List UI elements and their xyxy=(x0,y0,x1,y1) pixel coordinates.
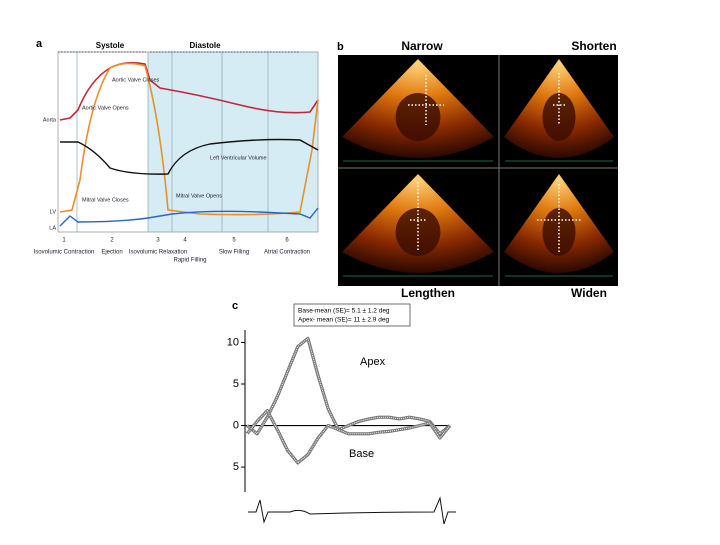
phase-name: Rapid Filling xyxy=(173,258,206,264)
volume-curve xyxy=(60,138,319,175)
lv-curve xyxy=(59,62,319,216)
panel-b: b Narrow Shorten Lengthen Widen xyxy=(337,39,618,300)
panel-a: a Systole Diastole Aorta LV LA Aortic Va… xyxy=(34,38,319,264)
y-tick-label: 10 xyxy=(227,336,239,348)
series-label: Apex xyxy=(360,356,386,368)
ventricle-cavity xyxy=(395,93,441,141)
note: Apex- mean (SE)= 11 ± 2.9 deg xyxy=(298,317,389,324)
diastole-label: Diastole xyxy=(189,41,221,50)
echo-images xyxy=(338,55,618,286)
ecg-trace xyxy=(248,496,456,525)
y-tick-label: 0 xyxy=(233,419,239,431)
series-line-core xyxy=(246,409,451,464)
phase-number: 1 xyxy=(62,238,66,244)
pressure-label: LA xyxy=(49,225,56,231)
ventricle-cavity xyxy=(542,208,576,256)
phase-name: Ejection xyxy=(101,250,122,256)
ventricle-cavity xyxy=(542,93,576,141)
panel-label: a xyxy=(36,38,43,50)
phase-number: 4 xyxy=(183,238,187,244)
series-line xyxy=(245,336,452,436)
view-label: Lengthen xyxy=(401,286,455,300)
annotation: Mitral Valve Opens xyxy=(176,193,222,199)
series-label: Base xyxy=(349,448,374,460)
pressure-label: LV xyxy=(50,209,57,215)
note: Base-mean (SE)= 5.1 ± 1.2 deg xyxy=(298,308,390,315)
aorta-curve xyxy=(59,61,319,121)
phase-number: 6 xyxy=(285,238,289,244)
annotation: Mitral Valve Closes xyxy=(82,197,129,203)
y-tick-label: 5 xyxy=(233,378,239,390)
phase-name: Atrial Contraction xyxy=(264,250,310,256)
plot-frame xyxy=(57,51,319,233)
phase-name: Isovolumic Relaxation xyxy=(129,250,187,256)
panel-label: c xyxy=(232,300,238,312)
y-tick-label: 5 xyxy=(233,461,239,473)
series-line-core xyxy=(246,337,451,435)
pressure-label: Aorta xyxy=(43,117,57,123)
la-curve xyxy=(59,207,319,227)
phase-number: 2 xyxy=(110,238,114,244)
phase-number: 5 xyxy=(232,238,236,244)
view-label: Widen xyxy=(571,286,607,300)
view-label: Shorten xyxy=(571,39,616,53)
view-label: Narrow xyxy=(401,39,443,53)
annotation: Aortic Valve Opens xyxy=(82,105,129,111)
phase-name: Isovolumic Contraction xyxy=(34,250,95,256)
phase-dividers xyxy=(76,52,269,232)
phase-number: 3 xyxy=(156,238,160,244)
panel-label: b xyxy=(337,41,344,53)
note-box xyxy=(293,303,411,327)
annotation: Left Ventricular Volume xyxy=(210,155,267,161)
annotation: Aortic Valve Closes xyxy=(112,77,160,83)
phase-name: Slow Filling xyxy=(219,250,249,256)
systole-label: Systole xyxy=(96,41,125,50)
panel-c: c Base-mean (SE)= 5.1 ± 1.2 deg Apex- me… xyxy=(227,300,456,525)
